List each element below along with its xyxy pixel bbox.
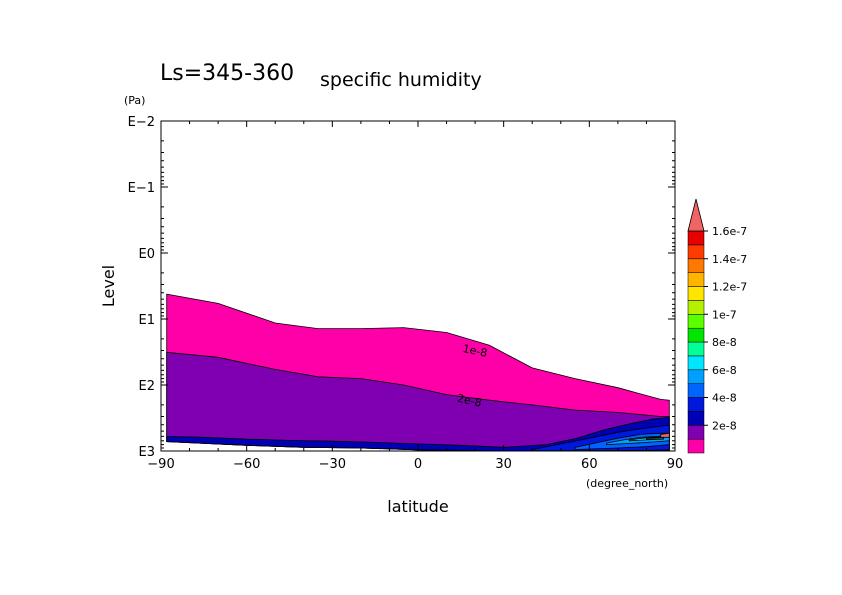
contour-label: 2e-8	[456, 392, 483, 410]
x-axis-title: latitude	[387, 497, 448, 516]
colorbar: 2e-8 4e-8 6e-8 8e-8 1e-7 1.2e-7 1.4e-7 1.6e-7	[687, 198, 747, 454]
contour-region-band_max	[660, 432, 670, 438]
y-axis-title: Level	[99, 265, 118, 307]
colorbar-box	[687, 341, 705, 357]
colorbar-label: 2e-8	[712, 419, 737, 432]
colorbar-box	[687, 383, 705, 398]
y-tick-label: E0	[139, 247, 156, 262]
contour-region-band_9e-8_1e-7	[646, 436, 664, 440]
colorbar-box	[687, 438, 705, 454]
x-units-label: (degree_north)	[586, 477, 668, 490]
y-tick-label: E−2	[128, 115, 155, 130]
x-tick-label: 30	[495, 457, 512, 472]
colorbar-box	[687, 355, 705, 371]
colorbar-box	[687, 411, 705, 426]
colorbar-label: 1.4e-7	[712, 253, 747, 266]
colorbar-label: 6e-8	[712, 364, 737, 377]
x-axis: −90 −60 −30 0 30 60 90	[147, 121, 683, 472]
x-tick-label: −30	[319, 457, 346, 472]
chart-title-period: Ls=345-360	[160, 61, 294, 86]
colorbar-box	[687, 300, 705, 315]
colorbar-label: 1e-7	[712, 308, 737, 321]
contour-label: 1e-8	[462, 342, 489, 360]
colorbar-box	[687, 286, 705, 301]
y-tick-label: E1	[139, 313, 156, 328]
colorbar-box	[687, 230, 705, 246]
colorbar-box	[687, 314, 705, 329]
colorbar-box	[687, 369, 705, 384]
colorbar-extend-max	[687, 198, 705, 232]
x-tick-label: −90	[147, 457, 174, 472]
colorbar-label: 4e-8	[712, 392, 737, 405]
y-axis: E−2 E−1 E0 E1 E2 E3	[128, 115, 675, 460]
colorbar-box	[687, 425, 705, 440]
colorbar-box	[687, 327, 705, 343]
contour-region-band_2e-8_3e-8	[166, 416, 670, 452]
colorbar-label: 8e-8	[712, 336, 737, 349]
x-tick-label: 90	[667, 457, 684, 472]
x-tick-label: 0	[414, 457, 422, 472]
y-tick-label: E−1	[128, 181, 155, 196]
x-tick-label: −60	[233, 457, 260, 472]
contour-fills	[166, 293, 670, 452]
colorbar-label: 1.2e-7	[712, 281, 747, 294]
colorbar-box	[687, 397, 705, 412]
y-units-label: (Pa)	[124, 94, 145, 107]
colorbar-box	[687, 258, 705, 273]
y-tick-label: E3	[139, 445, 156, 460]
x-tick-label: 60	[581, 457, 598, 472]
contour-label-group: 1e-8 2e-8	[456, 342, 489, 410]
colorbar-label: 1.6e-7	[712, 225, 747, 238]
colorbar-box	[687, 272, 705, 287]
chart-title-variable: specific humidity	[320, 69, 482, 91]
y-tick-label: E2	[139, 379, 156, 394]
colorbar-box	[687, 244, 705, 260]
